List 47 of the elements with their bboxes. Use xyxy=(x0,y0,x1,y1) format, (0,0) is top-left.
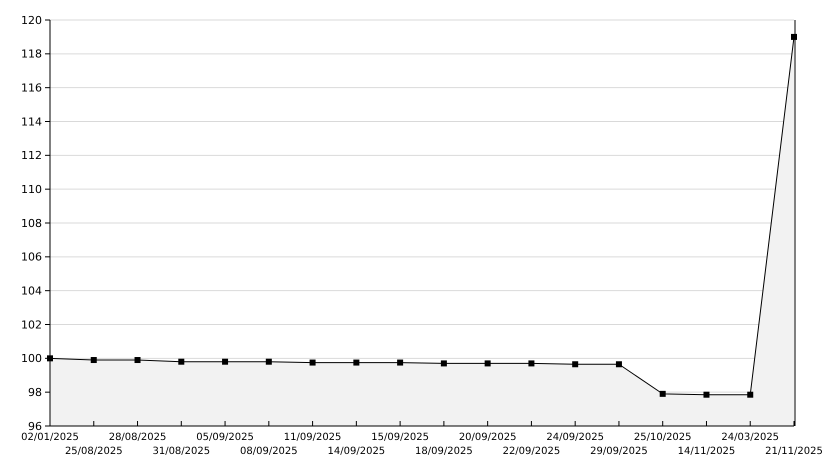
y-tick-label: 106 xyxy=(21,250,42,264)
y-tick-label: 100 xyxy=(21,352,42,366)
y-tick-label: 120 xyxy=(21,14,42,27)
y-tick-label: 102 xyxy=(21,318,42,332)
y-tick-label: 98 xyxy=(28,386,42,400)
point xyxy=(528,360,534,366)
x-tick-label: 22/09/2025 xyxy=(502,446,560,457)
x-tick-label: 05/09/2025 xyxy=(196,432,254,443)
x-tick-label: 08/09/2025 xyxy=(240,446,298,457)
point xyxy=(397,360,404,366)
point xyxy=(703,392,710,398)
point xyxy=(616,361,622,368)
point xyxy=(134,357,141,364)
point xyxy=(90,357,97,364)
point xyxy=(310,360,316,366)
point xyxy=(747,392,754,398)
x-tick-label: 14/09/2025 xyxy=(328,446,386,457)
x-tick-label: 11/09/2025 xyxy=(284,432,342,443)
x-tick-label: 02/01/2025 xyxy=(21,432,79,443)
x-tick-label: 14/11/2025 xyxy=(678,446,736,457)
y-tick-label: 116 xyxy=(21,82,42,95)
x-tick-label: 15/09/2025 xyxy=(371,432,429,443)
x-tick-label: 31/08/2025 xyxy=(152,446,210,457)
y-tick-label: 104 xyxy=(21,284,42,298)
x-tick-label: 21/11/2025 xyxy=(765,446,823,457)
point xyxy=(353,360,360,366)
y-tick-label: 118 xyxy=(21,48,42,61)
point xyxy=(484,360,491,366)
y-tick-label: 110 xyxy=(21,183,42,196)
point xyxy=(572,361,578,368)
y-tick-label: 108 xyxy=(21,216,42,230)
point xyxy=(178,358,184,365)
point xyxy=(266,358,272,365)
x-tick-label: 29/09/2025 xyxy=(590,446,648,457)
x-tick-label: 24/03/2025 xyxy=(721,432,780,443)
x-tick-label: 25/10/2025 xyxy=(634,432,692,443)
x-tick-label: 24/09/2025 xyxy=(546,432,604,443)
x-tick-label: 20/09/2025 xyxy=(458,432,516,443)
y-tick-label: 96 xyxy=(28,420,42,433)
y-tick-label: 112 xyxy=(21,149,42,162)
point xyxy=(222,358,228,365)
point xyxy=(440,360,447,366)
point xyxy=(660,390,666,397)
x-tick-label: 28/08/2025 xyxy=(108,432,166,443)
x-tick-label: 18/09/2025 xyxy=(415,446,473,457)
x-tick-label: 25/08/2025 xyxy=(64,446,123,457)
y-tick-label: 114 xyxy=(21,115,42,128)
